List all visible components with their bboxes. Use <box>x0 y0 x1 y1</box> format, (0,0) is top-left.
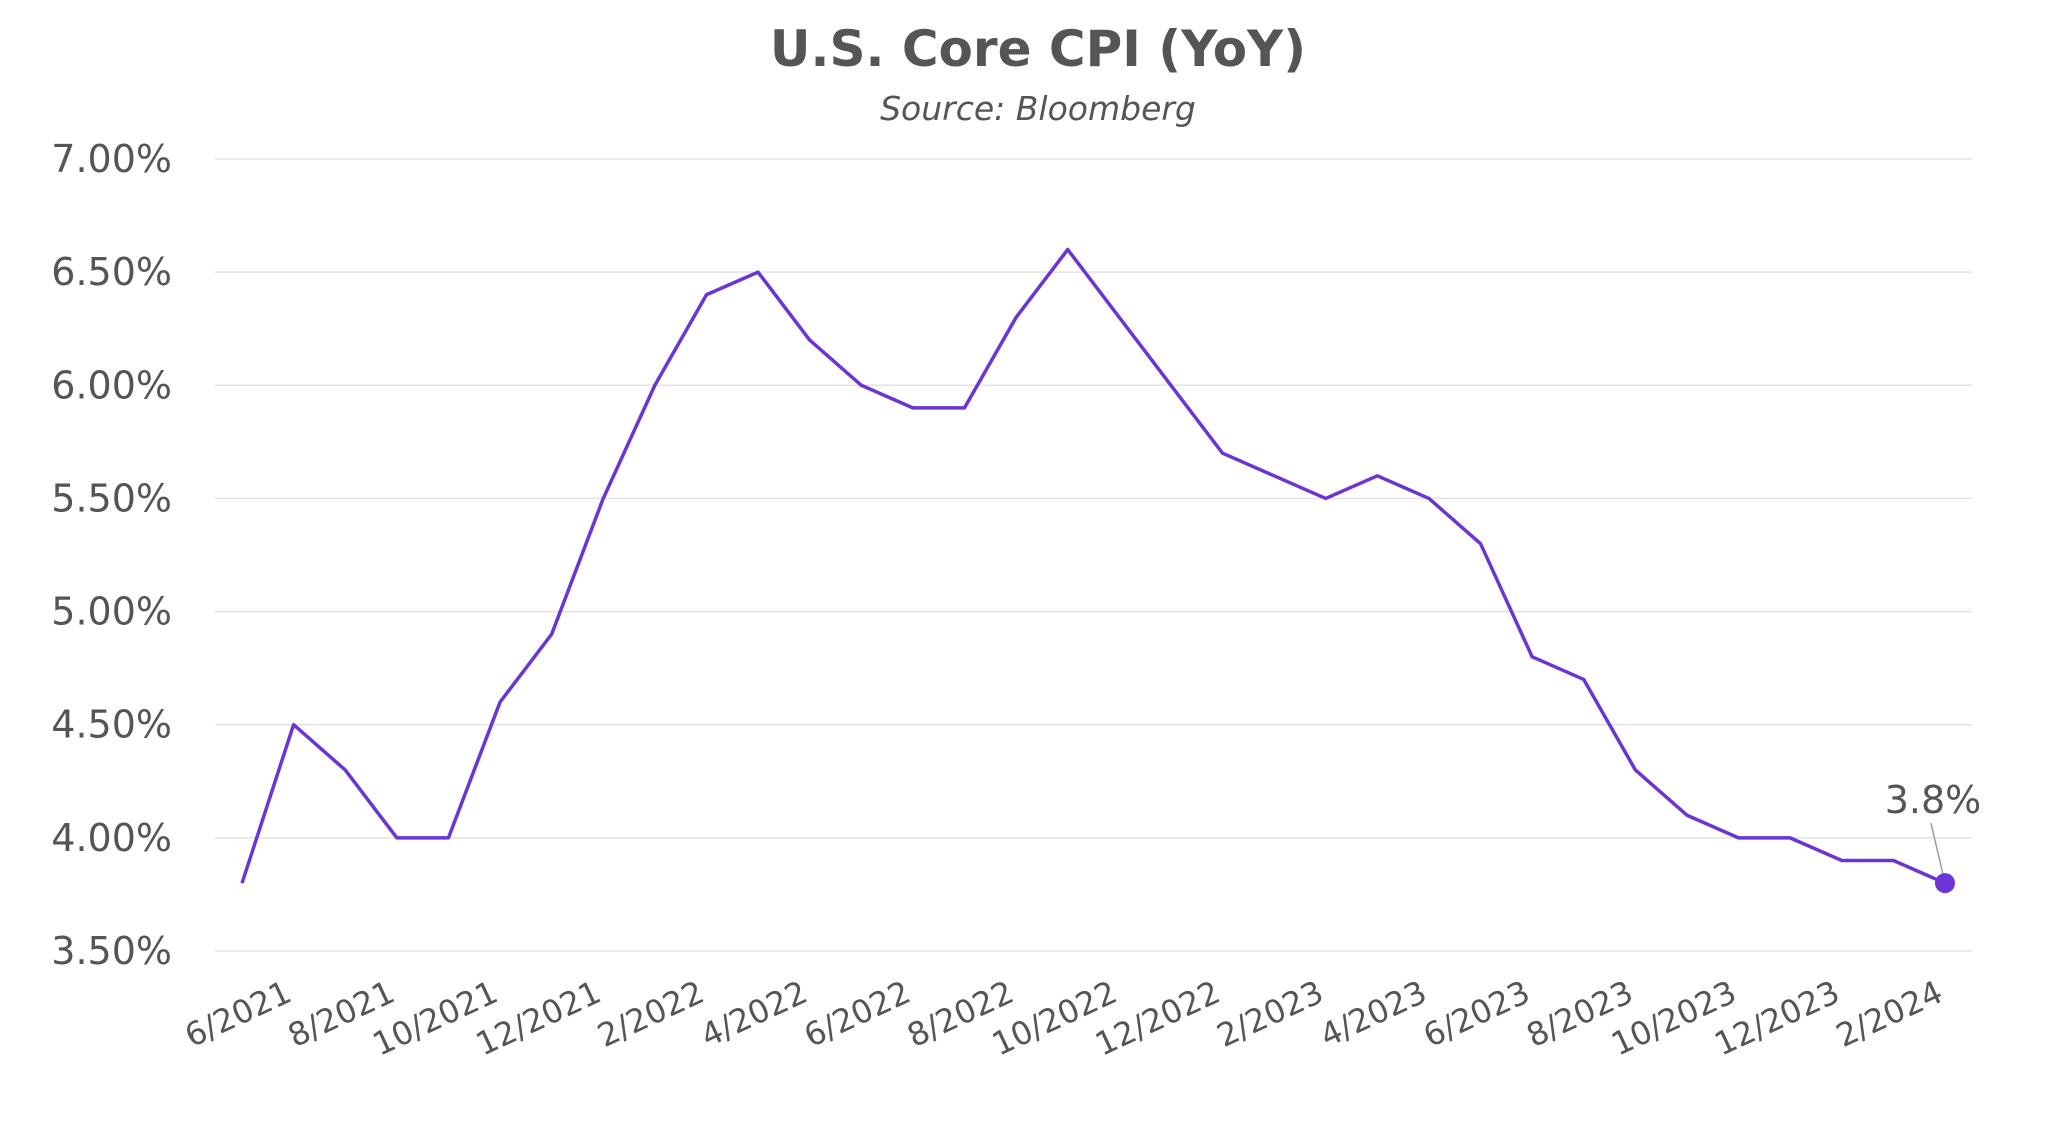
data-label: 3.8% <box>1885 778 1982 822</box>
x-tick-label: 2/2024 <box>1830 973 1948 1055</box>
y-tick-label: 3.50% <box>51 929 172 973</box>
y-tick-label: 6.00% <box>51 363 172 407</box>
y-tick-label: 7.00% <box>51 137 172 181</box>
x-tick-label: 4/2023 <box>1314 973 1432 1055</box>
y-tick-label: 6.50% <box>51 250 172 294</box>
y-tick-label: 5.50% <box>51 476 172 520</box>
x-tick-label: 6/2023 <box>1417 973 1535 1055</box>
data-point <box>1935 873 1955 894</box>
label-leader <box>1930 822 1946 884</box>
data-line <box>240 247 1946 885</box>
y-tick-label: 5.00% <box>51 590 172 634</box>
y-tick-label: 4.50% <box>51 703 172 747</box>
x-tick-label: 6/2021 <box>179 973 297 1055</box>
x-tick-label: 4/2022 <box>695 973 813 1055</box>
x-tick-label: 2/2023 <box>1211 973 1329 1055</box>
x-tick-label: 2/2022 <box>592 973 710 1055</box>
x-tick-label: 6/2022 <box>798 973 916 1055</box>
y-tick-label: 4.00% <box>51 816 172 860</box>
chart-title: U.S. Core CPI (YoY) <box>770 20 1306 78</box>
chart-subtitle: Source: Bloomberg <box>880 89 1196 128</box>
